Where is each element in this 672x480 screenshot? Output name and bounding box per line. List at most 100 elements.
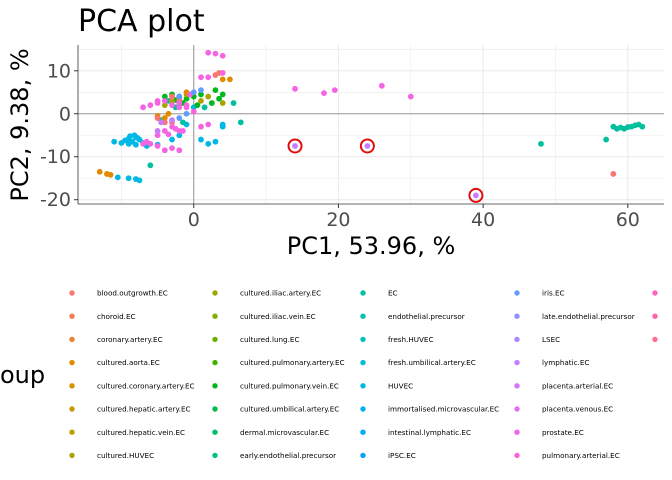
legend-key	[212, 406, 218, 412]
data-point	[538, 140, 544, 147]
data-point	[364, 143, 371, 149]
data-point	[111, 138, 118, 145]
legend-label: late.endothelial.precursor	[542, 312, 635, 321]
data-point	[292, 143, 298, 149]
data-point	[154, 143, 161, 149]
data-point	[176, 132, 183, 139]
legend-label: LSEC	[542, 335, 560, 344]
data-point	[198, 97, 204, 104]
chart-title: PCA plot	[78, 4, 205, 39]
legend-key	[69, 359, 75, 366]
data-point	[205, 93, 212, 100]
legend-label: cultured.hepatic.artery.EC	[97, 405, 191, 414]
data-point	[198, 74, 204, 81]
data-point	[125, 175, 132, 182]
legend-label: prostate.EC	[542, 428, 584, 437]
legend-key	[69, 452, 75, 459]
data-point	[147, 102, 154, 109]
legend-key	[360, 313, 366, 319]
data-point	[219, 76, 226, 83]
legend-label: cultured.iliac.artery.EC	[240, 289, 321, 298]
data-point	[219, 52, 226, 59]
data-point	[140, 140, 147, 147]
legend-label: dermal.microvascular.EC	[240, 428, 329, 437]
legend-label: iris.EC	[542, 289, 565, 298]
data-point	[125, 140, 132, 147]
legend-key	[212, 336, 218, 343]
data-point	[176, 100, 183, 106]
data-point	[114, 174, 121, 181]
data-point	[219, 91, 226, 98]
legend-key	[212, 359, 218, 366]
legend-label: cultured.coronary.artery.EC	[97, 381, 195, 390]
legend-label: cultured.pulmonary.vein.EC	[240, 381, 339, 390]
legend-key	[652, 313, 658, 319]
data-point	[154, 97, 161, 104]
legend-key	[212, 452, 218, 459]
legend-key	[652, 336, 658, 343]
legend-key	[69, 383, 75, 389]
legend-key	[514, 452, 520, 459]
y-tick-label: 10	[47, 60, 71, 82]
data-point	[161, 115, 168, 121]
data-point	[205, 140, 212, 147]
y-tick-label: 0	[59, 103, 71, 125]
data-point	[96, 168, 103, 175]
data-point	[212, 87, 219, 94]
data-point	[161, 147, 168, 154]
legend-label: blood.outgrowth.EC	[97, 289, 168, 298]
legend-key	[69, 336, 75, 343]
legend-label: choroid.EC	[97, 312, 136, 321]
data-point	[136, 177, 143, 184]
data-point	[321, 90, 327, 97]
data-point	[216, 95, 222, 102]
legend-label: coronary.artery.EC	[97, 335, 163, 344]
data-point	[292, 85, 298, 92]
legend-label: iPSC.EC	[388, 451, 416, 460]
x-tick-label: 60	[616, 209, 640, 231]
legend-key	[514, 383, 520, 389]
data-point	[237, 119, 244, 126]
data-point	[183, 110, 190, 117]
data-point	[198, 91, 204, 98]
legend-label: EC	[388, 289, 398, 298]
legend-key	[212, 429, 218, 435]
legend-key	[69, 406, 75, 412]
legend-key	[514, 290, 520, 296]
legend-label: fresh.HUVEC	[388, 335, 433, 344]
data-point	[183, 104, 190, 111]
legend-key	[212, 383, 218, 389]
legend-label: cultured.aorta.EC	[97, 358, 160, 367]
data-point	[140, 104, 147, 111]
legend-key	[212, 313, 218, 319]
legend-label: placenta.venous.EC	[542, 405, 613, 414]
data-point	[198, 136, 204, 143]
data-point	[219, 123, 226, 130]
legend-key	[69, 290, 75, 296]
data-point	[227, 76, 233, 83]
data-point	[132, 141, 139, 148]
data-point	[176, 147, 183, 154]
data-point	[161, 97, 168, 104]
highlight-ring	[468, 187, 484, 203]
data-point	[205, 74, 212, 81]
data-point	[169, 97, 175, 104]
data-point	[190, 89, 197, 96]
legend-label: immortalised.microvascular.EC	[388, 405, 499, 414]
data-point	[169, 93, 175, 100]
data-point	[169, 102, 175, 109]
data-point	[161, 128, 168, 134]
data-point	[639, 123, 646, 130]
data-point	[212, 50, 219, 57]
legend-key	[360, 406, 366, 412]
data-point	[331, 87, 338, 94]
data-point	[603, 136, 610, 143]
data-point	[378, 82, 385, 89]
legend-key	[514, 406, 520, 412]
data-point	[180, 128, 186, 134]
legend-label: early.endothelial.precursor	[240, 451, 336, 460]
data-point	[154, 128, 161, 134]
legend-key	[360, 383, 366, 389]
data-point	[169, 117, 175, 124]
legend-label: intestinal.lymphatic.EC	[388, 428, 471, 437]
